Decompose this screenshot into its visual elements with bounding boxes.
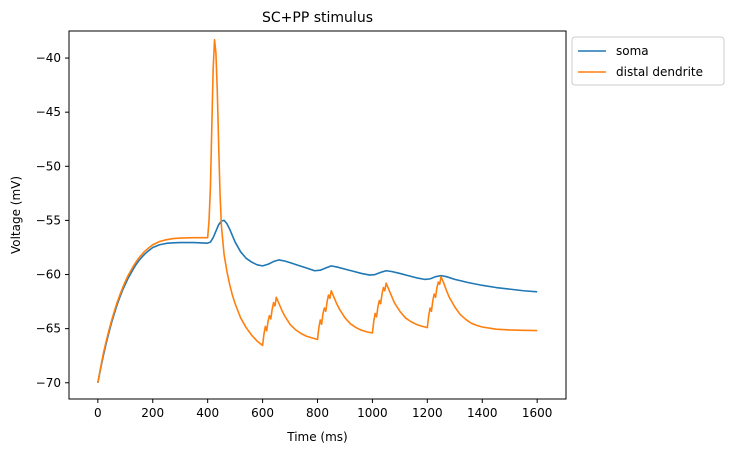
y-tick-label: −55 [36, 213, 61, 227]
legend-box [571, 36, 725, 86]
series-line-distal-dendrite [97, 38, 538, 383]
y-tick-label: −50 [36, 159, 61, 173]
x-tick-label: 400 [196, 406, 219, 420]
y-axis-ticks: −70 −65 −60 −55 −50 −45 −40 [36, 51, 69, 390]
legend-label-distal-dendrite: distal dendrite [616, 65, 703, 79]
x-axis-ticks: 0 200 400 600 800 1000 1200 1400 1600 [94, 399, 552, 420]
chart-title: SC+PP stimulus [262, 10, 373, 26]
y-tick-label: −45 [36, 105, 61, 119]
plot-area: 0 200 400 600 800 1000 1200 1400 1600 −70−65−60−… [36, 30, 567, 420]
x-axis-title: Time (ms) [286, 430, 348, 444]
x-tick-label: 200 [141, 406, 164, 420]
legend-label-soma: soma [616, 44, 649, 58]
x-tick-label: 1200 [412, 406, 443, 420]
y-tick-label: −40 [36, 51, 61, 65]
y-tick-label: −60 [36, 268, 61, 282]
y-axis-title: Voltage (mV) [9, 176, 23, 254]
series-layer [97, 38, 538, 383]
x-tick-label: 1400 [467, 406, 498, 420]
y-tick-label: −65 [36, 322, 61, 336]
x-tick-label: 600 [251, 406, 274, 420]
x-tick-label: 1600 [522, 406, 553, 420]
x-tick-label: 800 [306, 406, 329, 420]
series-line-soma [97, 219, 538, 383]
x-tick-label: 0 [94, 406, 102, 420]
legend: soma distal dendrite [571, 36, 725, 86]
x-tick-label: 1000 [357, 406, 388, 420]
y-tick-label: −70 [36, 376, 61, 390]
